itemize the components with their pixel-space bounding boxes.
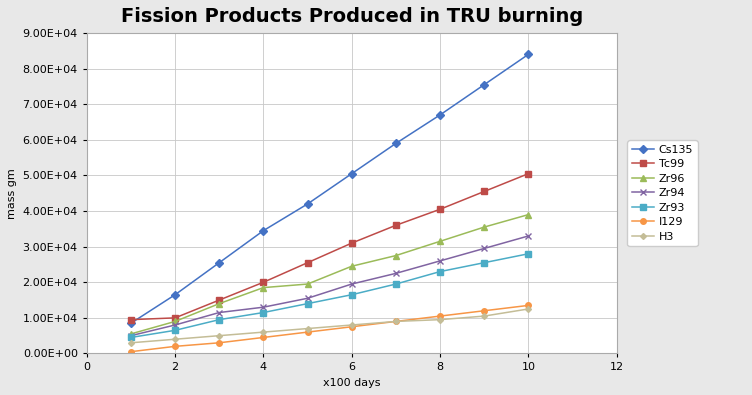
Cs135 — [259, 228, 268, 233]
Zr96 — [171, 319, 180, 324]
Tc99 — [347, 241, 356, 245]
Cs135 — [347, 171, 356, 176]
I129 — [391, 319, 400, 324]
Zr93 — [171, 328, 180, 333]
Zr93 — [215, 317, 224, 322]
Tc99 — [171, 316, 180, 320]
Zr93 — [303, 301, 312, 306]
Tc99 — [435, 207, 444, 212]
Cs135 — [524, 52, 533, 57]
Tc99 — [303, 260, 312, 265]
Zr94 — [347, 282, 356, 286]
I129 — [524, 303, 533, 308]
Cs135 — [480, 82, 489, 87]
Zr94 — [524, 233, 533, 238]
Zr94 — [435, 259, 444, 263]
Zr94 — [303, 296, 312, 301]
Zr96 — [524, 212, 533, 217]
H3 — [303, 326, 312, 331]
Zr94 — [215, 310, 224, 315]
I129 — [126, 349, 135, 354]
H3 — [480, 314, 489, 318]
Cs135 — [435, 113, 444, 117]
Zr96 — [391, 253, 400, 258]
Title: Fission Products Produced in TRU burning: Fission Products Produced in TRU burning — [120, 7, 583, 26]
Line: Cs135: Cs135 — [128, 52, 531, 326]
X-axis label: x100 days: x100 days — [323, 378, 381, 388]
H3 — [215, 333, 224, 338]
Zr93 — [524, 251, 533, 256]
Zr93 — [347, 292, 356, 297]
Line: Tc99: Tc99 — [128, 171, 531, 322]
H3 — [524, 307, 533, 311]
Tc99 — [524, 171, 533, 176]
Zr93 — [259, 310, 268, 315]
Zr96 — [259, 285, 268, 290]
Line: Zr96: Zr96 — [128, 212, 531, 337]
Line: Zr94: Zr94 — [127, 233, 532, 339]
Cs135 — [391, 141, 400, 146]
Cs135 — [171, 292, 180, 297]
Zr94 — [391, 271, 400, 276]
Line: I129: I129 — [128, 303, 531, 354]
I129 — [303, 330, 312, 335]
Zr93 — [391, 282, 400, 286]
H3 — [435, 317, 444, 322]
Tc99 — [215, 298, 224, 303]
Tc99 — [391, 223, 400, 228]
Zr96 — [126, 331, 135, 336]
Line: Zr93: Zr93 — [128, 251, 531, 340]
I129 — [171, 344, 180, 349]
Cs135 — [303, 201, 312, 206]
Zr96 — [303, 282, 312, 286]
Zr94 — [259, 305, 268, 310]
Zr96 — [347, 264, 356, 269]
Line: H3: H3 — [129, 307, 530, 345]
Zr93 — [480, 260, 489, 265]
Zr93 — [126, 335, 135, 340]
Zr94 — [171, 323, 180, 327]
I129 — [259, 335, 268, 340]
Zr94 — [480, 246, 489, 251]
Tc99 — [126, 317, 135, 322]
Zr96 — [435, 239, 444, 244]
Zr96 — [215, 301, 224, 306]
Tc99 — [259, 280, 268, 285]
I129 — [215, 340, 224, 345]
H3 — [126, 340, 135, 345]
Cs135 — [126, 321, 135, 325]
H3 — [259, 330, 268, 335]
Legend: Cs135, Tc99, Zr96, Zr94, Zr93, I129, H3: Cs135, Tc99, Zr96, Zr94, Zr93, I129, H3 — [627, 141, 698, 246]
Tc99 — [480, 189, 489, 194]
Cs135 — [215, 260, 224, 265]
Y-axis label: mass gm: mass gm — [7, 168, 17, 219]
I129 — [480, 308, 489, 313]
H3 — [171, 337, 180, 342]
Zr96 — [480, 225, 489, 229]
I129 — [347, 324, 356, 329]
Zr93 — [435, 269, 444, 274]
H3 — [347, 323, 356, 327]
I129 — [435, 314, 444, 318]
H3 — [391, 319, 400, 324]
Zr94 — [126, 333, 135, 338]
